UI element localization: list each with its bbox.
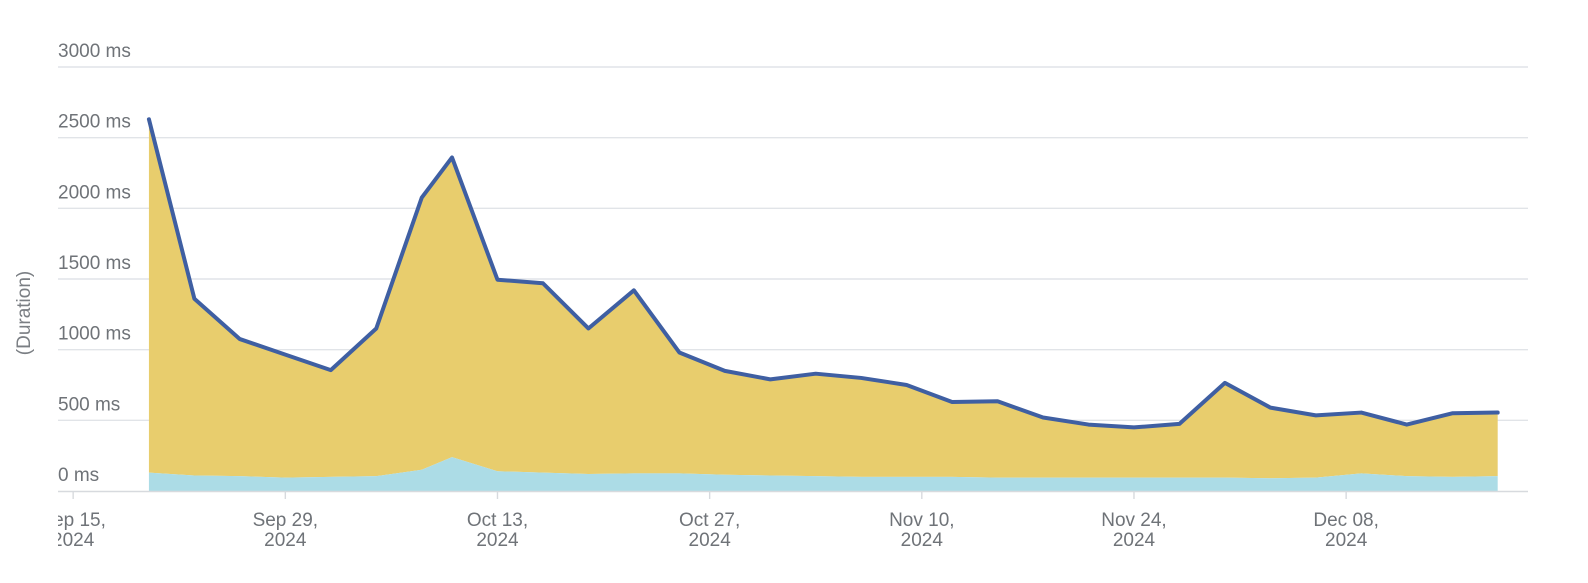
y-axis-title: (Duration) — [14, 271, 35, 355]
series-line — [146, 117, 1500, 430]
x-tick-label-year: 2024 — [476, 530, 519, 551]
y-tick-label: 0 ms — [58, 465, 99, 486]
x-tick-label-year: 2024 — [689, 530, 732, 551]
y-tick-label: 1000 ms — [58, 324, 131, 345]
y-tick-label: 500 ms — [58, 394, 120, 415]
y-tick-label: 1500 ms — [58, 253, 131, 274]
series-area-lower — [148, 457, 1498, 491]
x-tick-label-year: 2024 — [52, 530, 95, 551]
series-areas — [148, 119, 1498, 491]
y-tick-label: 2500 ms — [58, 112, 131, 133]
x-tick-label: Nov 24, — [1101, 510, 1166, 531]
x-axis — [58, 490, 1528, 499]
y-tick-label: 3000 ms — [58, 41, 131, 62]
x-tick-label-year: 2024 — [1325, 530, 1368, 551]
x-tick-label: Nov 10, — [889, 510, 954, 531]
y-axis-tick-labels: 0 ms 500 ms 1000 ms 1500 ms 2000 ms 2500 ms 30… — [58, 41, 131, 486]
series-lines — [146, 117, 1500, 430]
x-tick-label-year: 2024 — [1113, 530, 1156, 551]
x-tick-label: Sep 15, — [40, 510, 106, 531]
x-tick-label: Oct 13, — [467, 510, 528, 531]
x-tick-label-year: 2024 — [901, 530, 944, 551]
x-tick-label-year: 2024 — [264, 530, 307, 551]
y-tick-label: 2000 ms — [58, 182, 131, 203]
x-tick-label: Dec 08, — [1313, 510, 1378, 531]
x-tick-label: Sep 29, — [253, 510, 319, 531]
x-tick-label: Oct 27, — [679, 510, 740, 531]
series-area-upper — [148, 119, 1498, 479]
